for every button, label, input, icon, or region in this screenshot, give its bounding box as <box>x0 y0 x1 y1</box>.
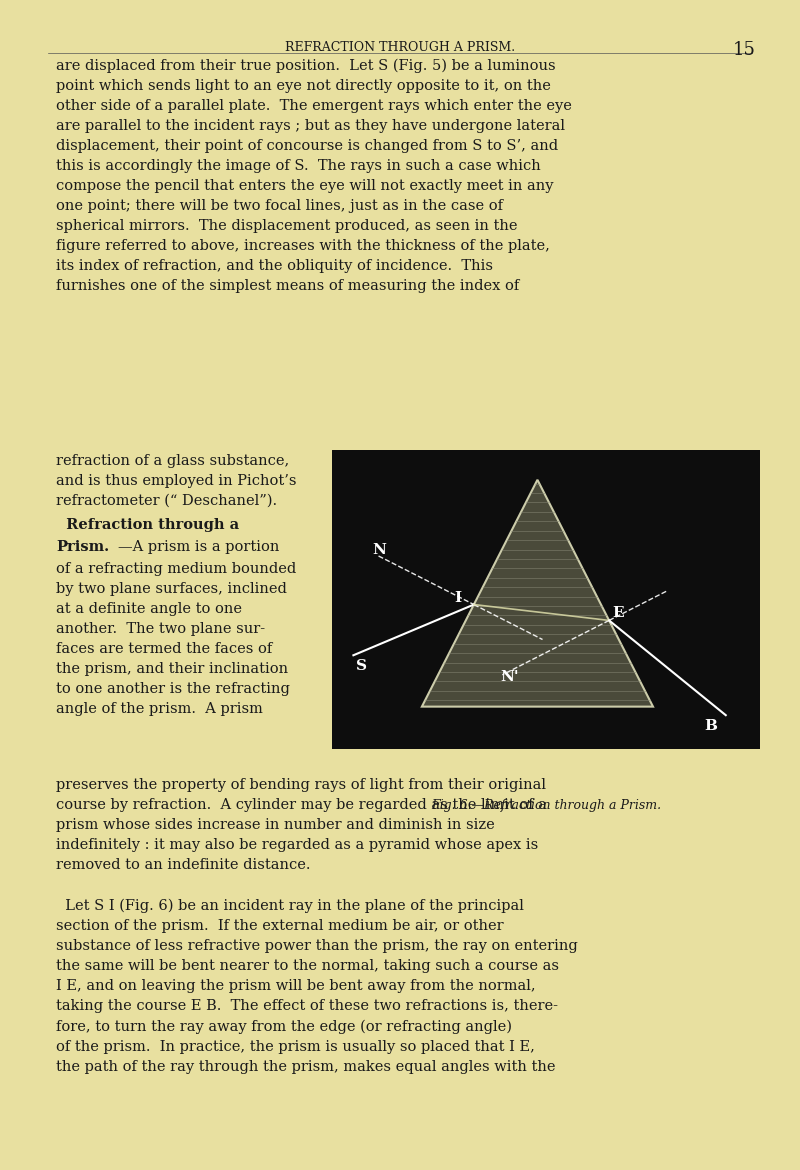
Text: refraction of a glass substance,
and is thus employed in Pichot’s
refractometer : refraction of a glass substance, and is … <box>56 454 297 508</box>
Text: are displaced from their true position.  Let S (Fig. 5) be a luminous
point whic: are displaced from their true position. … <box>56 58 572 294</box>
Text: of a refracting medium bounded
by two plane surfaces, inclined
at a definite ang: of a refracting medium bounded by two pl… <box>56 562 296 716</box>
Text: preserves the property of bending rays of light from their original
course by re: preserves the property of bending rays o… <box>56 778 578 1074</box>
Text: Refraction through a: Refraction through a <box>56 518 239 532</box>
Text: REFRACTION THROUGH A PRISM.: REFRACTION THROUGH A PRISM. <box>285 41 515 54</box>
Text: Fig. 6.—Refraction through a Prism.: Fig. 6.—Refraction through a Prism. <box>431 799 661 812</box>
Text: B: B <box>704 720 718 734</box>
Text: —A prism is a portion: —A prism is a portion <box>118 539 279 553</box>
Text: N': N' <box>500 670 518 684</box>
Text: E: E <box>613 606 624 620</box>
Polygon shape <box>422 480 653 707</box>
Text: I: I <box>454 591 462 605</box>
Text: 15: 15 <box>733 41 755 58</box>
Text: Prism.: Prism. <box>56 539 109 553</box>
Text: N: N <box>372 543 386 557</box>
Text: S: S <box>355 659 366 673</box>
